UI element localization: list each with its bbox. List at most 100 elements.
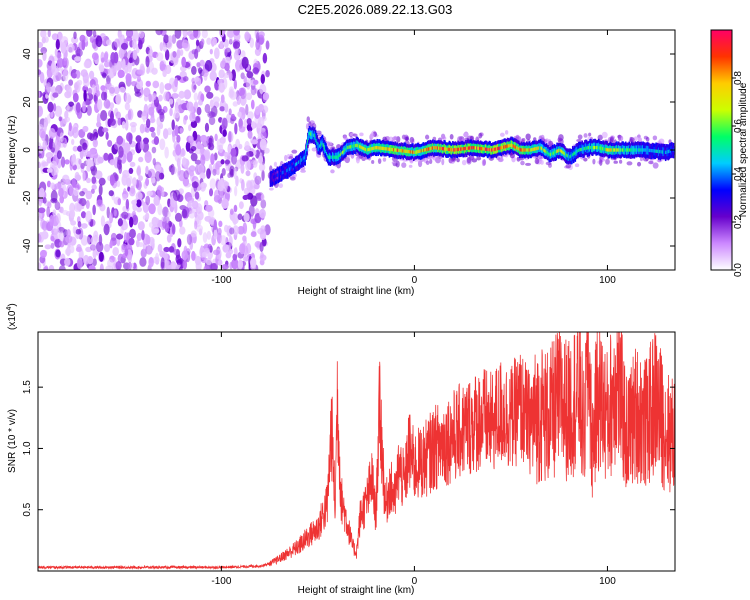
spectrogram-halo-blob xyxy=(525,162,532,166)
spectrogram-trace-core xyxy=(500,146,503,150)
spectrogram-noise-blob xyxy=(110,110,114,123)
spectrogram-noise-blob xyxy=(48,127,56,139)
spectrogram-noise-blob xyxy=(66,104,70,111)
spectrogram-trace-core xyxy=(541,147,544,151)
spectrogram-noise-blob xyxy=(76,243,82,252)
spectrogram-noise-blob xyxy=(135,78,144,90)
spectrogram-noise-blob xyxy=(206,230,212,240)
spectrogram-noise-blob xyxy=(233,79,238,90)
spectrogram-trace-core xyxy=(561,150,564,154)
spectrogram-noise-blob xyxy=(90,236,98,245)
spectrogram-noise-blob xyxy=(245,170,251,177)
spectrogram-noise-blob xyxy=(241,155,249,162)
spectrogram-noise-blob xyxy=(199,172,206,180)
snr-panel: 0.5 1.0 1.5 -100 0 100 Height of straight lin… xyxy=(6,303,676,596)
spectrogram-trace-core xyxy=(380,146,383,150)
spectrogram-noise-blob xyxy=(136,199,142,208)
spectrogram-trace-core xyxy=(544,149,547,154)
spectrogram-trace-core xyxy=(331,155,333,159)
spectrogram-trace-core xyxy=(594,145,597,150)
spectrogram-plot-area xyxy=(38,30,675,270)
spectrogram-noise-blob xyxy=(115,261,122,270)
spectrogram-noise-blob xyxy=(158,94,163,102)
spectrogram-noise-blob xyxy=(195,203,203,215)
spectrogram-noise-blob xyxy=(220,94,225,104)
spectrogram-trace-core xyxy=(454,148,457,152)
spectrogram-noise-blob xyxy=(173,248,181,256)
spectrogram-trace-core xyxy=(361,146,364,150)
spectrogram-trace-core xyxy=(436,146,439,150)
spectrogram-noise-blob xyxy=(141,229,145,241)
spectrogram-trace-core xyxy=(440,146,443,151)
spectrogram-trace-core xyxy=(551,152,553,156)
spectrogram-noise-blob xyxy=(159,138,166,151)
spectrogram-noise-blob xyxy=(116,180,121,188)
spectrogram-trace-core xyxy=(299,159,301,164)
spectrogram-trace-core xyxy=(327,155,330,159)
spectrogram-noise-blob xyxy=(138,39,143,50)
spectrogram-trace-core xyxy=(470,146,472,150)
spectrogram-noise-blob xyxy=(183,89,192,100)
spectrogram-noise-blob xyxy=(259,138,267,151)
spectrogram-trace-core xyxy=(368,147,371,152)
spectrogram-noise-blob xyxy=(83,89,87,102)
spectrogram-noise-blob xyxy=(233,167,237,180)
spectrogram-noise-blob xyxy=(259,242,264,253)
spectrogram-noise-blob xyxy=(181,56,187,68)
spectrogram-trace-core xyxy=(387,147,390,151)
spectrogram-x-tick-label: 0 xyxy=(412,275,418,286)
spectrogram-trace-core xyxy=(611,148,613,152)
spectrogram-halo-blob xyxy=(588,132,592,137)
spectrogram-noise-blob xyxy=(232,101,238,107)
spectrogram-trace-core xyxy=(324,147,326,151)
spectrogram-noise-blob xyxy=(82,125,89,133)
spectrogram-noise-blob xyxy=(194,220,198,230)
spectrogram-trace-core xyxy=(462,147,465,151)
spectrogram-trace-core xyxy=(646,148,649,152)
spectrogram-trace-core xyxy=(343,149,346,153)
spectrogram-noise-blob xyxy=(241,56,249,69)
spectrogram-trace-core xyxy=(471,146,473,150)
spectrogram-noise-blob xyxy=(162,206,169,218)
spectrogram-trace-core xyxy=(552,151,555,155)
spectrogram-trace-core xyxy=(415,150,418,154)
spectrogram-trace-core xyxy=(425,148,427,152)
colorbar-ticks: 0.0 0.2 0.4 0.6 0.8 xyxy=(732,71,744,277)
spectrogram-noise-blob xyxy=(101,72,107,79)
spectrogram-noise-blob xyxy=(71,177,76,188)
spectrogram-trace-core xyxy=(273,174,276,179)
spectrogram-noise-blob xyxy=(222,72,231,78)
spectrogram-noise-blob xyxy=(164,49,170,61)
spectrogram-noise-blob xyxy=(244,140,250,150)
spectrogram-noise-blob xyxy=(125,175,133,185)
spectrogram-halo-blob xyxy=(425,134,430,140)
figure-title: C2E5.2026.089.22.13.G03 xyxy=(298,2,453,17)
spectrogram-halo-blob xyxy=(429,158,433,165)
spectrogram-trace-core xyxy=(441,146,444,151)
spectrogram-noise-blob xyxy=(145,118,151,129)
spectrogram-trace-core xyxy=(512,144,515,148)
spectrogram-trace-core xyxy=(466,146,469,150)
spectrogram-trace-core xyxy=(303,156,306,160)
snr-y-axis-label: SNR (10 * v/v) xyxy=(7,409,18,473)
spectrogram-noise-blob xyxy=(118,48,125,59)
spectrogram-trace-core xyxy=(501,145,504,150)
spectrogram-trace-core xyxy=(667,150,670,154)
spectrogram-trace-core xyxy=(352,144,354,148)
spectrogram-trace-core xyxy=(425,147,428,152)
spectrogram-noise-blob xyxy=(54,105,63,117)
colorbar-gradient-bar xyxy=(711,30,732,270)
spectrogram-trace-core xyxy=(386,147,389,151)
spectrogram-noise-blob xyxy=(135,180,142,191)
spectrogram-trace-core xyxy=(452,148,455,152)
spectrogram-trace-core xyxy=(333,155,335,159)
spectrogram-noise-blob xyxy=(80,211,87,219)
spectrogram-trace-core xyxy=(631,148,634,152)
spectrogram-noise-blob xyxy=(114,38,120,48)
spectrogram-trace-core xyxy=(469,146,472,150)
spectrogram-halo-blob xyxy=(326,141,331,147)
spectrogram-trace-core xyxy=(669,149,671,153)
spectrogram-trace-core xyxy=(623,148,625,152)
spectrogram-trace-core xyxy=(366,148,368,152)
